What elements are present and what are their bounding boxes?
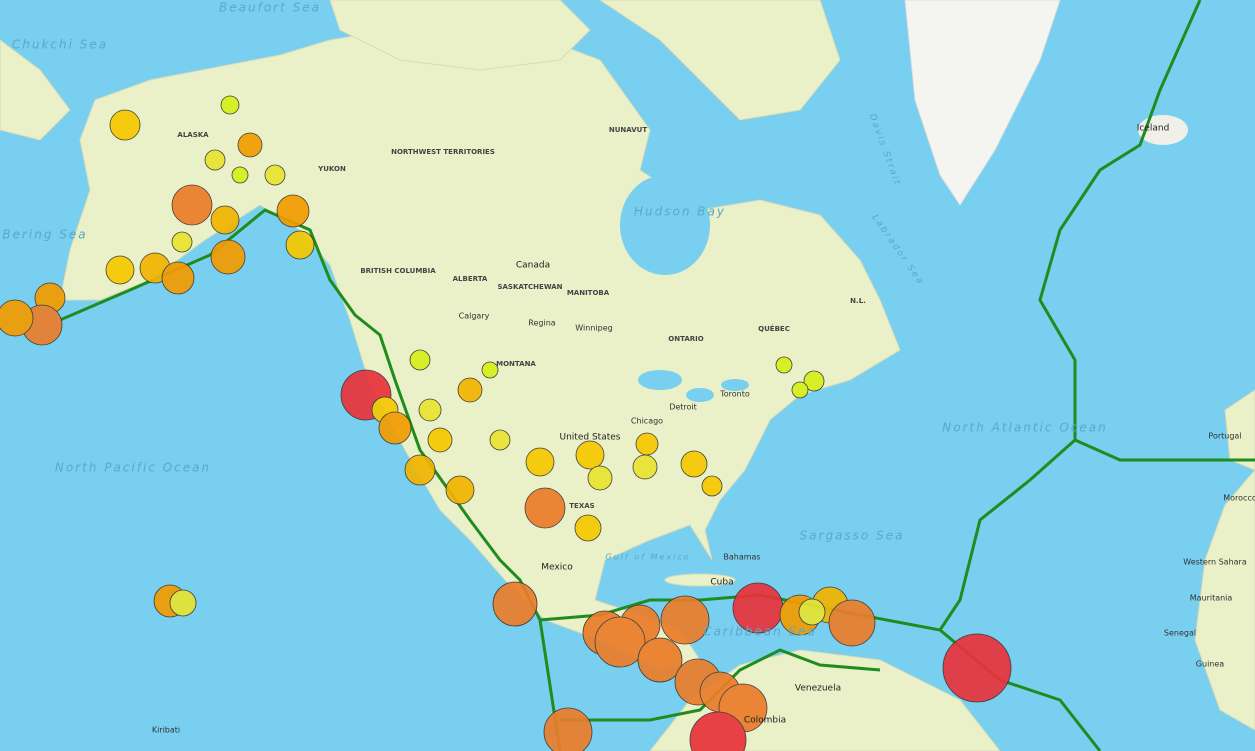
label: North Pacific Ocean [55, 461, 211, 475]
label: ONTARIO [668, 335, 703, 343]
hudson-bay [620, 175, 710, 275]
label: NUNAVUT [609, 126, 647, 134]
label: ALASKA [177, 131, 209, 139]
label: MONTANA [496, 360, 536, 368]
label: Morocco [1223, 494, 1255, 503]
label: Venezuela [795, 684, 841, 694]
siberia [0, 39, 71, 141]
label: Caribbean Sea [703, 625, 817, 639]
label: NORTHWEST TERRITORIES [391, 148, 495, 156]
label: Chukchi Sea [12, 38, 108, 52]
label: Gulf of Mexico [605, 553, 690, 562]
label: N.L. [850, 297, 866, 305]
label: Portugal [1208, 432, 1241, 441]
label: Chicago [631, 417, 663, 426]
label: YUKON [317, 165, 346, 173]
label: QUÉBEC [758, 324, 790, 333]
label: Calgary [459, 312, 490, 321]
label: Canada [516, 261, 550, 271]
label: Detroit [669, 403, 697, 412]
label: Winnipeg [575, 324, 612, 333]
label: Mexico [541, 563, 573, 573]
label: TEXAS [569, 502, 594, 510]
label: Mauritania [1190, 594, 1233, 603]
label: Regina [528, 319, 555, 328]
earthquake-markers [0, 95, 1012, 751]
label: BRITISH COLUMBIA [360, 267, 436, 275]
label: Senegal [1164, 629, 1196, 638]
label: North Atlantic Ocean [942, 421, 1107, 435]
africa-europe [1194, 389, 1255, 731]
label: United States [560, 433, 621, 443]
label: Guinea [1196, 660, 1224, 669]
north-america [59, 24, 901, 671]
label: Bahamas [723, 553, 760, 562]
label: MANITOBA [567, 289, 610, 297]
cuba [664, 573, 736, 587]
label: Iceland [1137, 124, 1170, 134]
arctic-islands [329, 0, 841, 121]
label: Bering Sea [2, 228, 87, 242]
great-lakes [638, 370, 749, 402]
label: Western Sahara [1183, 558, 1247, 567]
label: Sargasso Sea [800, 529, 905, 543]
iceland [1138, 115, 1188, 145]
label: SASKATCHEWAN [497, 283, 562, 291]
label: Toronto [719, 390, 750, 399]
label: Kiribati [152, 726, 180, 735]
label: Colombia [744, 716, 786, 726]
label: ALBERTA [453, 275, 488, 283]
label: Cuba [710, 578, 733, 588]
greenland [904, 0, 1061, 206]
label: Beaufort Sea [219, 1, 321, 15]
label: Hudson Bay [634, 205, 726, 219]
